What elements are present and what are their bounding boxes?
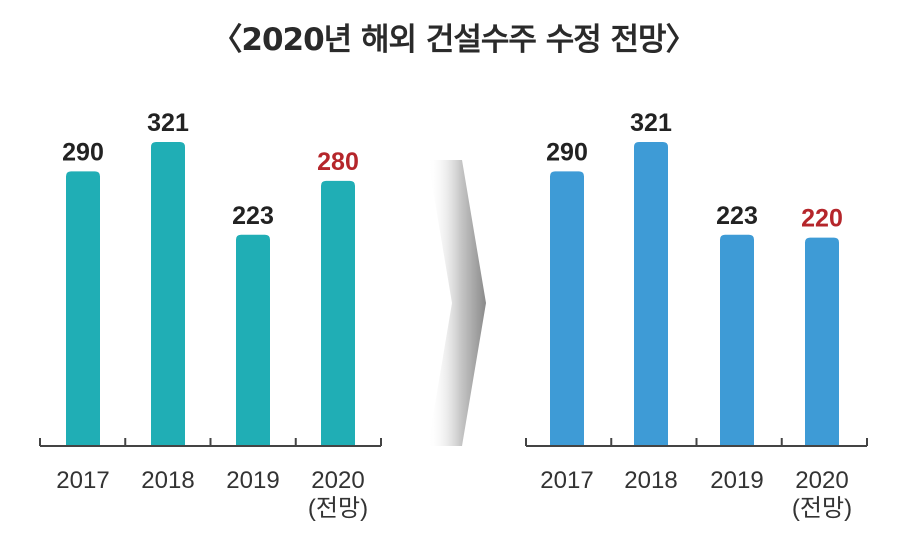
- bar-1-2019: [236, 234, 270, 446]
- transition-arrow-icon: [428, 160, 486, 446]
- bar-2-2018: [634, 142, 668, 446]
- data-label-2-2018: 321: [630, 109, 672, 137]
- data-label-1-2019: 223: [232, 202, 274, 230]
- tick-label-1-2020: 2020: [311, 467, 364, 494]
- tick-label-1-2017: 2017: [56, 467, 109, 494]
- tick-label-1-2018: 2018: [141, 467, 194, 494]
- tick-label-2-2020: 2020: [795, 467, 848, 494]
- data-label-2-2017: 290: [546, 138, 588, 166]
- bar-1-2020: [321, 180, 355, 446]
- tick-label-2-2017: 2017: [540, 467, 593, 494]
- chart-title: 〈2020년 해외 건설수주 수정 전망〉: [211, 22, 696, 58]
- data-label-2-2020: 220: [801, 205, 843, 233]
- data-label-2-2019: 223: [716, 202, 758, 230]
- tick-label-2-2019: 2019: [710, 467, 763, 494]
- data-label-1-2017: 290: [62, 138, 104, 166]
- data-label-1-2020: 280: [317, 148, 359, 176]
- tick-sublabel-2-2020: (전망): [792, 495, 852, 522]
- tick-label-1-2019: 2019: [226, 467, 279, 494]
- data-label-1-2018: 321: [147, 109, 189, 137]
- bar-2-2020: [805, 237, 839, 446]
- bar-1-2017: [66, 171, 100, 446]
- tick-sublabel-1-2020: (전망): [308, 495, 368, 522]
- bar-2-2017: [550, 171, 584, 446]
- bar-2-2019: [720, 234, 754, 446]
- bar-1-2018: [151, 142, 185, 446]
- tick-label-2-2018: 2018: [624, 467, 677, 494]
